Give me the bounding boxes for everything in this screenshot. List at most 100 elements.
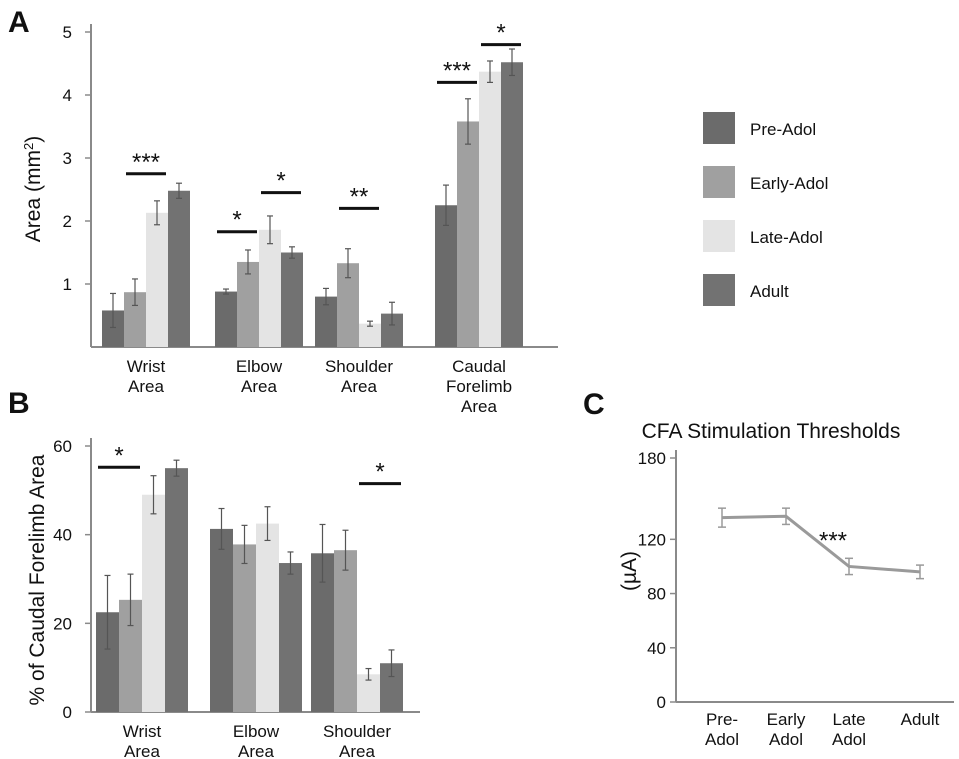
bar [359,323,381,347]
annotation-label: *** [819,528,847,555]
legend-label: Early-Adol [750,174,828,193]
panel-letter-c: C [583,388,605,421]
y-tick-label: 80 [647,585,666,604]
bar [102,310,124,347]
y-tick-label: 4 [63,86,72,105]
category-label: Shoulder Area [323,722,391,759]
y-axis-label-text: (µA) [618,551,641,591]
y-tick-label: 40 [647,639,666,658]
category-label: Caudal Forelimb Area [446,357,512,416]
significance-label: * [496,20,505,47]
bar [337,263,359,347]
legend-label: Late-Adol [750,228,823,247]
bar [435,205,457,347]
category-label: Late Adol [832,710,866,749]
category-label-line: Area [339,742,375,759]
bar [165,468,188,712]
bar [119,599,142,712]
bar [279,563,302,712]
y-tick-label: 2 [63,212,72,231]
y-tick-label: 180 [638,449,666,468]
legend-swatch [703,112,735,144]
category-label-line: Area [461,397,497,416]
bar [357,674,380,712]
category-label-line: Forelimb [446,377,512,396]
y-tick-label: 1 [63,275,72,294]
legend-swatch [703,274,735,306]
y-tick-label: 60 [53,437,72,456]
bar [281,252,303,347]
category-label-line: Area [238,742,274,759]
y-axis-label-text: Area (mm [22,150,45,242]
bar [237,261,259,347]
bar [142,494,165,712]
y-axis-label: Area (mm2) [21,136,45,242]
legend-swatch [703,220,735,252]
bar [381,313,403,347]
y-axis-label-end: ) [22,136,45,143]
y-tick-label: 5 [63,23,72,42]
chart-title: CFA Stimulation Thresholds [642,420,901,443]
category-label-line: Area [241,377,277,396]
category-label-line: Shoulder [323,722,391,741]
category-label-line: Caudal [452,357,506,376]
category-label-line: Early [767,710,806,729]
significance-label: * [114,442,123,469]
category-label-line: Elbow [236,357,283,376]
significance-label: * [232,207,241,234]
category-label: Elbow Area [233,722,280,759]
bar [210,528,233,712]
category-label-line: Wrist [127,357,166,376]
series-line [721,514,921,574]
y-tick-label: 20 [53,614,72,633]
category-label-line: Wrist [123,722,162,741]
significance-label: * [375,459,384,486]
panel-letter-a: A [8,6,30,39]
category-label: Shoulder Area [325,357,393,396]
y-axis-label-sup: 2 [21,143,36,150]
legend-label: Adult [750,282,789,301]
category-label-line: Area [128,377,164,396]
category-label-line: Adol [705,730,739,749]
category-label-line: Pre- [706,710,738,729]
category-label: Early Adol [767,710,806,749]
bar [215,291,237,347]
bar [457,121,479,348]
significance-label: ** [350,183,369,210]
legend-label: Pre-Adol [750,120,816,139]
legend: Pre-Adol Early-Adol Late-Adol Adult [703,112,828,306]
bar [168,190,190,347]
significance-label: * [276,168,285,195]
category-label-line: Area [341,377,377,396]
bar [334,550,357,712]
significance-label: *** [443,57,471,84]
y-axis-label: % of Caudal Forelimb Area [26,454,49,705]
category-label-line: Late [832,710,865,729]
category-label: Elbow Area [236,357,283,396]
y-tick-label: 0 [657,693,666,712]
category-label: Wrist Area [123,722,162,759]
category-label-line: Adol [832,730,866,749]
bar [233,544,256,712]
y-tick-label: 0 [63,703,72,722]
bar [501,62,523,348]
bar [124,292,146,347]
y-axis-label: (µA) [618,551,641,591]
bar [96,612,119,712]
significance-label: *** [132,149,160,176]
bar [479,71,501,347]
y-tick-label: 120 [638,530,666,549]
y-tick-label: 40 [53,526,72,545]
bar [256,523,279,712]
category-label-line: Shoulder [325,357,393,376]
bar [146,212,168,347]
legend-swatch [703,166,735,198]
bar [259,229,281,347]
y-axis-label-text: % of Caudal Forelimb Area [26,454,49,705]
bar [311,553,334,712]
bar [315,296,337,347]
